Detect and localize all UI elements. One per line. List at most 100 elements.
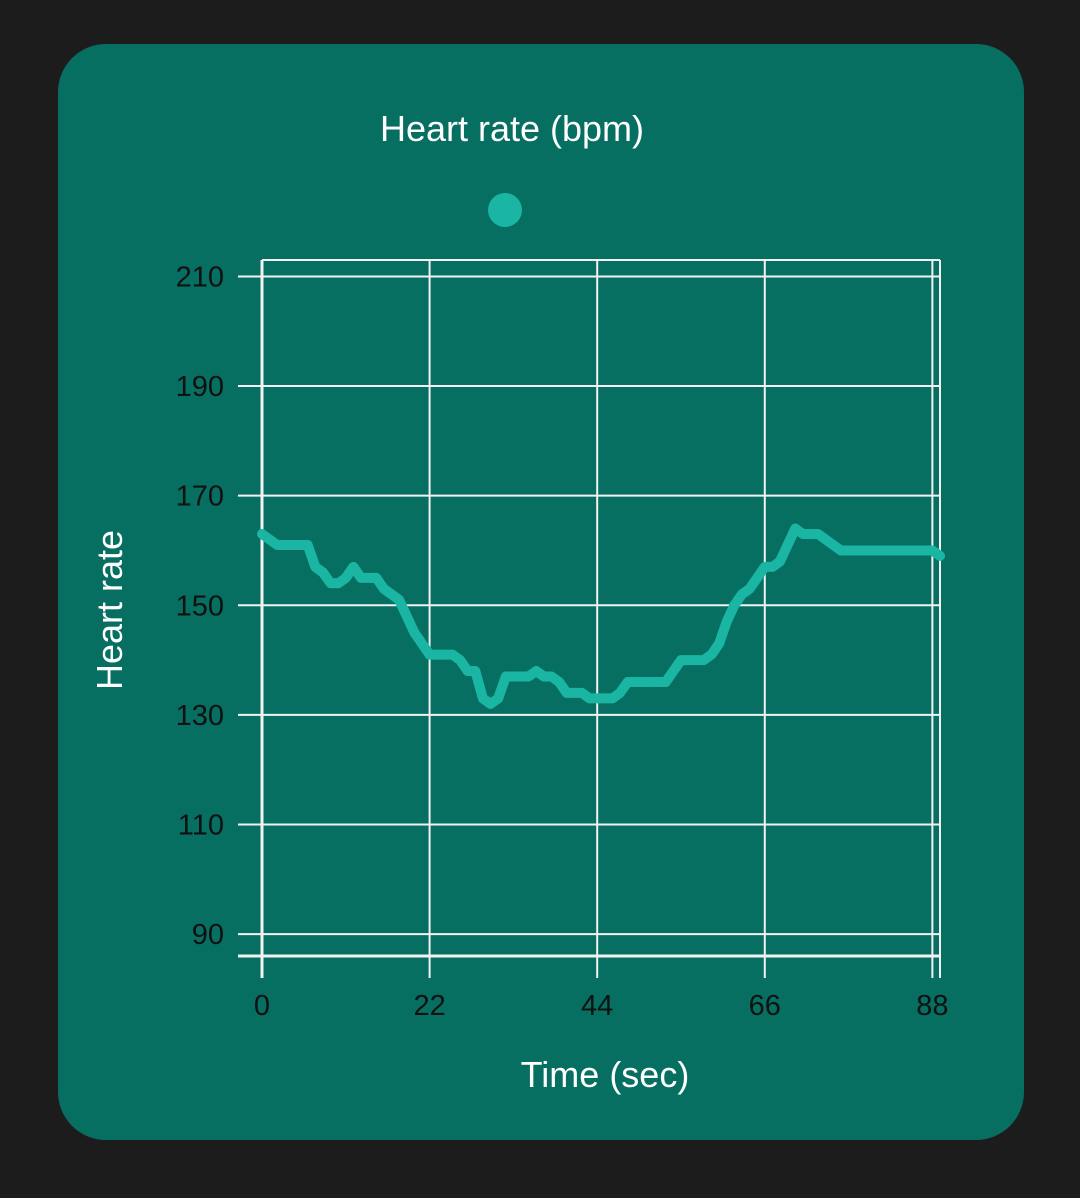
- data-point: [730, 601, 739, 610]
- data-point: [661, 677, 670, 686]
- data-point: [524, 672, 533, 681]
- data-point: [593, 694, 602, 703]
- data-point: [555, 677, 564, 686]
- data-point: [669, 667, 678, 676]
- data-point: [722, 617, 731, 626]
- data-point: [638, 677, 647, 686]
- data-point: [539, 672, 548, 681]
- data-point: [570, 688, 579, 697]
- data-point: [707, 650, 716, 659]
- data-point: [623, 677, 632, 686]
- data-point: [440, 650, 449, 659]
- data-point: [288, 540, 297, 549]
- data-point: [928, 546, 937, 555]
- x-tick-label: 0: [254, 990, 270, 1022]
- data-point: [654, 677, 663, 686]
- x-axis-label: Time (sec): [521, 1054, 690, 1095]
- x-tick-label: 44: [581, 990, 613, 1022]
- data-point: [814, 530, 823, 539]
- data-point: [692, 656, 701, 665]
- data-point: [859, 546, 868, 555]
- data-point: [684, 656, 693, 665]
- data-point: [760, 562, 769, 571]
- data-point: [768, 562, 777, 571]
- data-point: [699, 656, 708, 665]
- y-tick-label: 170: [176, 481, 224, 513]
- data-point: [501, 672, 510, 681]
- y-tick-label: 150: [176, 590, 224, 622]
- data-point: [463, 667, 472, 676]
- data-point: [265, 535, 274, 544]
- data-point: [562, 688, 571, 697]
- data-point: [387, 590, 396, 599]
- data-point: [852, 546, 861, 555]
- data-point: [357, 573, 366, 582]
- data-point: [478, 694, 487, 703]
- data-point: [798, 530, 807, 539]
- data-point: [517, 672, 526, 681]
- data-point: [897, 546, 906, 555]
- data-point: [875, 546, 884, 555]
- data-point: [486, 699, 495, 708]
- data-point: [913, 546, 922, 555]
- data-point: [410, 628, 419, 637]
- data-point: [844, 546, 853, 555]
- data-point: [494, 694, 503, 703]
- data-point: [532, 667, 541, 676]
- data-point: [936, 551, 944, 560]
- data-point: [821, 535, 830, 544]
- data-point: [349, 562, 358, 571]
- data-point: [372, 573, 381, 582]
- data-point: [379, 584, 388, 593]
- data-point: [273, 540, 282, 549]
- data-point: [303, 540, 312, 549]
- data-point: [867, 546, 876, 555]
- data-point: [577, 688, 586, 697]
- data-point: [547, 672, 556, 681]
- data-point: [456, 656, 465, 665]
- y-tick-label: 110: [178, 809, 224, 841]
- data-point: [395, 595, 404, 604]
- data-point: [318, 568, 327, 577]
- y-tick-label: 190: [176, 371, 224, 403]
- data-point: [715, 639, 724, 648]
- data-point: [745, 584, 754, 593]
- y-tick-label: 90: [192, 919, 224, 951]
- data-point: [753, 573, 762, 582]
- data-point: [791, 524, 800, 533]
- x-tick-label: 88: [916, 990, 948, 1022]
- data-point: [676, 656, 685, 665]
- data-point: [737, 590, 746, 599]
- data-point: [646, 677, 655, 686]
- data-point: [631, 677, 640, 686]
- data-point: [608, 694, 617, 703]
- data-point: [509, 672, 518, 681]
- chart-title: Heart rate (bpm): [379, 108, 645, 149]
- data-point: [783, 540, 792, 549]
- data-point: [326, 579, 335, 588]
- data-point: [471, 667, 480, 676]
- data-point: [258, 530, 266, 539]
- data-point: [280, 540, 289, 549]
- y-axis-label: Heart rate: [89, 530, 130, 690]
- data-point: [364, 573, 373, 582]
- data-point: [600, 694, 609, 703]
- x-tick-label: 22: [413, 990, 445, 1022]
- series-line: [257, 523, 945, 709]
- data-point: [448, 650, 457, 659]
- data-point: [806, 530, 815, 539]
- y-tick-label: 210: [176, 261, 224, 293]
- legend-marker: [488, 193, 522, 227]
- data-point: [296, 540, 305, 549]
- x-tick-label: 66: [749, 990, 781, 1022]
- data-point: [433, 650, 442, 659]
- data-point: [311, 562, 320, 571]
- data-point: [776, 557, 785, 566]
- data-point: [905, 546, 914, 555]
- data-point: [836, 546, 845, 555]
- data-point: [402, 612, 411, 621]
- data-point: [417, 639, 426, 648]
- data-point: [882, 546, 891, 555]
- data-point: [616, 688, 625, 697]
